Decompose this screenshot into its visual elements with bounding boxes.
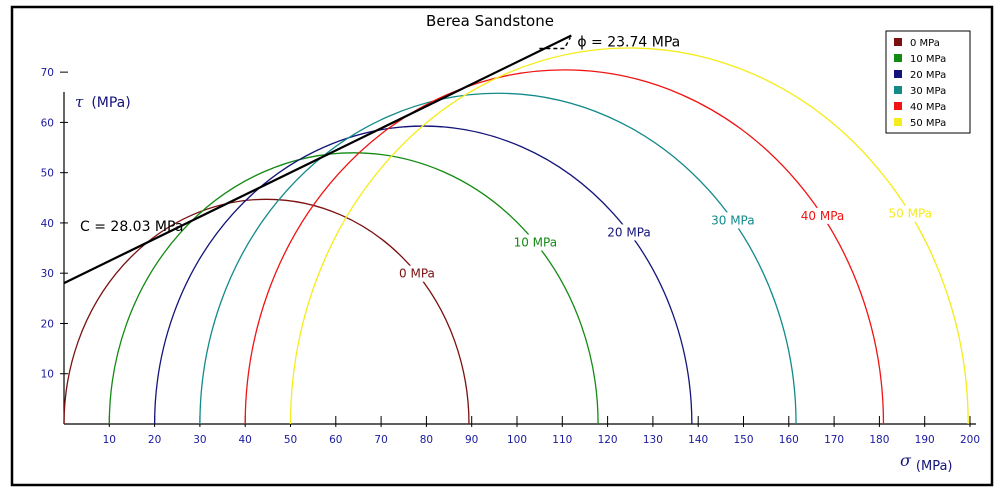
mohr-circle xyxy=(199,92,797,425)
legend-swatch xyxy=(894,70,902,78)
x-tick-label: 10 xyxy=(103,434,116,446)
x-tick-label: 110 xyxy=(552,434,572,446)
legend-entry: 20 MPa xyxy=(910,70,946,81)
legend: 0 MPa 10 MPa 20 MPa 30 MPa 40 MPa 50 MPa xyxy=(885,30,971,134)
chart-title: Berea Sandstone xyxy=(426,12,554,30)
circle-label: 30 MPa xyxy=(711,213,755,227)
x-tick-label: 170 xyxy=(824,434,844,446)
y-axis-symbol: τ xyxy=(75,93,84,111)
y-axis-unit: (MPa) xyxy=(91,95,130,111)
mohr-circle xyxy=(63,198,470,425)
legend-entry: 0 MPa xyxy=(910,38,940,49)
legend-swatch xyxy=(894,38,902,46)
y-tick-label: 20 xyxy=(41,318,54,330)
x-tick-label: 180 xyxy=(869,434,889,446)
x-tick-label: 120 xyxy=(598,434,618,446)
legend-entry: 10 MPa xyxy=(910,54,946,65)
y-tick-label: 10 xyxy=(41,369,54,381)
mohr-circle xyxy=(289,47,969,425)
x-tick-label: 100 xyxy=(507,434,527,446)
y-tick-label: 50 xyxy=(41,168,54,180)
x-tick-label: 90 xyxy=(465,434,478,446)
legend-swatch xyxy=(894,54,902,62)
legend-entry: 40 MPa xyxy=(910,102,946,113)
x-tick-label: 20 xyxy=(148,434,161,446)
x-tick-label: 70 xyxy=(374,434,387,446)
circle-label: 10 MPa xyxy=(514,236,558,250)
y-tick-label: 60 xyxy=(41,117,54,129)
y-tick-label: 40 xyxy=(41,218,54,230)
y-tick-label: 70 xyxy=(41,67,54,79)
x-tick-label: 40 xyxy=(239,434,252,446)
x-tick-label: 130 xyxy=(643,434,663,446)
x-tick-label: 60 xyxy=(329,434,342,446)
x-tick-label: 160 xyxy=(779,434,799,446)
legend-entry: 30 MPa xyxy=(910,86,946,97)
y-tick-label: 30 xyxy=(41,268,54,280)
legend-box xyxy=(885,30,971,134)
y-axis-label: τ (MPa) xyxy=(75,93,131,111)
legend-swatch xyxy=(894,102,902,110)
mohr-circle xyxy=(244,69,885,425)
x-axis-label: σ (MPa) xyxy=(900,451,953,474)
x-tick-label: 80 xyxy=(420,434,433,446)
circle-label: 40 MPa xyxy=(801,209,845,223)
x-tick-label: 30 xyxy=(193,434,206,446)
x-tick-label: 200 xyxy=(960,434,980,446)
mohr-circle xyxy=(108,152,599,425)
circle-label-background xyxy=(397,265,437,282)
circle-label-background xyxy=(886,205,935,222)
circle-label: 0 MPa xyxy=(399,267,435,281)
mohr-circles: 0 MPa 10 MPa 20 MPa 30 MPa 40 MPa 50 MPa xyxy=(63,47,969,425)
x-tick-label: 50 xyxy=(284,434,297,446)
x-axis-symbol: σ xyxy=(900,451,912,470)
legend-entry: 50 MPa xyxy=(910,118,946,129)
circle-label-background xyxy=(605,224,653,241)
angle-indicator xyxy=(539,37,571,50)
circle-label: 20 MPa xyxy=(607,225,651,239)
x-axis-unit: (MPa) xyxy=(916,459,953,474)
cohesion-label: C = 28.03 MPa xyxy=(80,219,183,235)
circle-label: 50 MPa xyxy=(889,207,933,221)
axes: 10 20 30 40 50 60 70 80 90 100 110 120 130 140 150 160 1… xyxy=(41,67,980,474)
chart-frame xyxy=(10,5,994,487)
circle-label-background xyxy=(709,212,757,229)
x-tick-label: 190 xyxy=(915,434,935,446)
friction-angle-label: ϕ = 23.74 MPa xyxy=(577,34,680,50)
legend-swatch xyxy=(894,118,902,126)
x-tick-label: 140 xyxy=(688,434,708,446)
failure-envelope: ϕ = 23.74 MPa C = 28.03 MPa xyxy=(63,34,680,285)
envelope-line xyxy=(63,34,572,285)
circle-label-background xyxy=(798,207,847,224)
legend-swatch xyxy=(894,86,902,94)
x-tick-label: 150 xyxy=(733,434,753,446)
circle-label-background xyxy=(511,234,560,251)
